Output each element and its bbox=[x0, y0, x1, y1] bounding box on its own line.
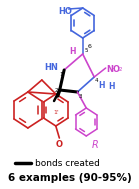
Text: 2: 2 bbox=[119, 67, 122, 72]
Text: 5: 5 bbox=[85, 48, 88, 53]
Text: HO: HO bbox=[58, 7, 72, 16]
Text: 6: 6 bbox=[87, 43, 91, 49]
Text: R: R bbox=[92, 140, 98, 150]
Text: O: O bbox=[56, 140, 63, 149]
Text: bonds created: bonds created bbox=[35, 159, 100, 167]
Text: 2: 2 bbox=[54, 88, 58, 94]
Text: 4: 4 bbox=[95, 78, 99, 83]
Text: HN: HN bbox=[44, 64, 58, 73]
Text: H: H bbox=[108, 82, 115, 91]
Text: H: H bbox=[99, 81, 105, 90]
Text: NO: NO bbox=[107, 64, 121, 74]
Text: 1': 1' bbox=[53, 111, 59, 115]
Text: 3: 3 bbox=[78, 94, 82, 99]
Text: 1: 1 bbox=[60, 72, 63, 77]
Text: H: H bbox=[69, 47, 76, 57]
Text: 6 examples (90-95%): 6 examples (90-95%) bbox=[8, 173, 131, 183]
